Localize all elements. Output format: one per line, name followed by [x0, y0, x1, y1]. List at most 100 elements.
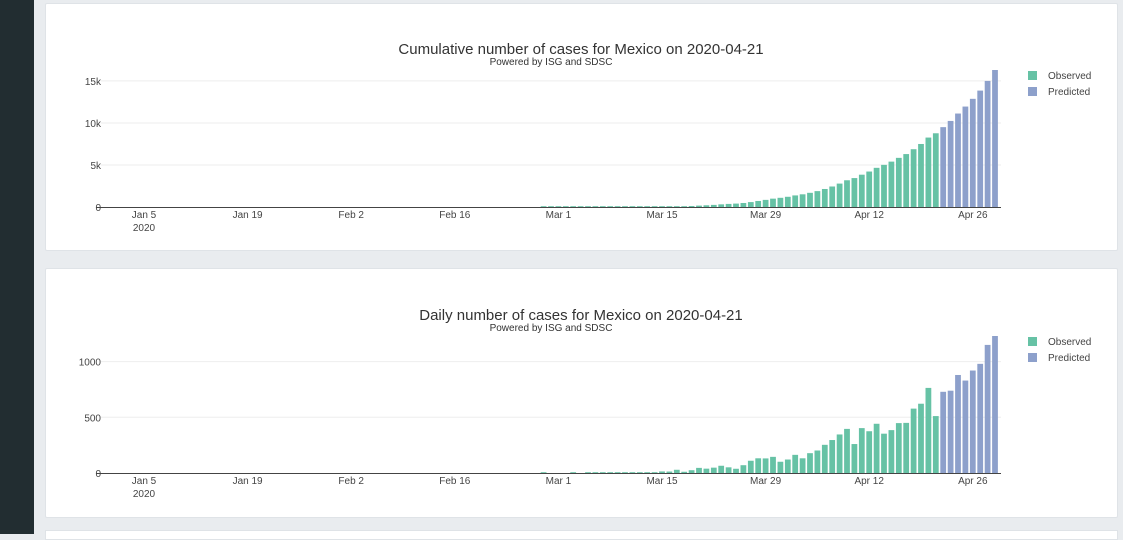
observed-bar[interactable]	[895, 157, 902, 207]
observed-bar[interactable]	[718, 465, 725, 473]
predicted-bar[interactable]	[992, 70, 998, 207]
observed-bar[interactable]	[777, 197, 784, 207]
observed-bar[interactable]	[932, 416, 939, 473]
legend-observed-swatch[interactable]	[1028, 337, 1037, 346]
observed-bar[interactable]	[555, 206, 562, 207]
observed-bar[interactable]	[622, 206, 628, 207]
observed-bar[interactable]	[696, 467, 702, 473]
observed-bar[interactable]	[644, 472, 651, 473]
observed-bar[interactable]	[725, 203, 732, 207]
legend-predicted-swatch[interactable]	[1028, 353, 1037, 362]
observed-bar[interactable]	[873, 167, 880, 207]
legend-observed-swatch[interactable]	[1028, 71, 1037, 80]
observed-bar[interactable]	[821, 188, 828, 207]
predicted-bar[interactable]	[962, 106, 969, 207]
observed-bar[interactable]	[903, 154, 910, 207]
observed-bar[interactable]	[710, 204, 717, 207]
predicted-bar[interactable]	[977, 363, 984, 473]
observed-bar[interactable]	[599, 472, 606, 473]
observed-bar[interactable]	[688, 206, 695, 207]
observed-bar[interactable]	[703, 205, 710, 207]
observed-bar[interactable]	[784, 459, 791, 473]
observed-bar[interactable]	[799, 458, 806, 473]
predicted-bar[interactable]	[955, 374, 961, 473]
observed-bar[interactable]	[614, 206, 621, 207]
observed-bar[interactable]	[585, 206, 591, 207]
observed-bar[interactable]	[777, 461, 784, 473]
observed-bar[interactable]	[836, 183, 843, 207]
observed-bar[interactable]	[659, 206, 665, 207]
predicted-bar[interactable]	[947, 120, 954, 207]
observed-bar[interactable]	[659, 471, 665, 473]
observed-bar[interactable]	[858, 174, 865, 207]
observed-bar[interactable]	[784, 196, 791, 207]
observed-bar[interactable]	[733, 468, 739, 473]
observed-bar[interactable]	[585, 472, 591, 473]
observed-bar[interactable]	[814, 450, 821, 473]
observed-bar[interactable]	[807, 192, 813, 207]
observed-bar[interactable]	[792, 454, 799, 473]
observed-bar[interactable]	[629, 472, 636, 473]
observed-bar[interactable]	[888, 161, 895, 207]
observed-bar[interactable]	[866, 171, 873, 207]
legend-predicted-swatch[interactable]	[1028, 87, 1037, 96]
observed-bar[interactable]	[725, 467, 732, 473]
observed-bar[interactable]	[540, 472, 547, 473]
observed-bar[interactable]	[755, 458, 762, 473]
observed-bar[interactable]	[636, 206, 643, 207]
observed-bar[interactable]	[703, 468, 710, 473]
observed-bar[interactable]	[622, 472, 628, 473]
predicted-bar[interactable]	[984, 344, 991, 473]
observed-bar[interactable]	[925, 387, 932, 473]
observed-bar[interactable]	[570, 206, 577, 207]
legend-observed-label[interactable]: Observed	[1048, 71, 1091, 82]
observed-bar[interactable]	[592, 206, 599, 207]
observed-bar[interactable]	[636, 472, 643, 473]
observed-bar[interactable]	[688, 470, 695, 473]
observed-bar[interactable]	[681, 471, 688, 473]
observed-bar[interactable]	[747, 202, 754, 207]
observed-bar[interactable]	[814, 191, 821, 207]
predicted-bar[interactable]	[940, 127, 947, 207]
observed-bar[interactable]	[844, 428, 850, 473]
observed-bar[interactable]	[851, 178, 858, 207]
observed-bar[interactable]	[696, 205, 702, 207]
predicted-bar[interactable]	[962, 380, 969, 473]
observed-bar[interactable]	[932, 133, 939, 207]
observed-bar[interactable]	[577, 206, 584, 207]
predicted-bar[interactable]	[992, 336, 998, 473]
observed-bar[interactable]	[651, 206, 658, 207]
observed-bar[interactable]	[629, 206, 636, 207]
observed-bar[interactable]	[651, 472, 658, 473]
observed-bar[interactable]	[925, 137, 932, 207]
observed-bar[interactable]	[673, 206, 680, 207]
observed-bar[interactable]	[918, 403, 924, 473]
observed-bar[interactable]	[866, 431, 873, 473]
observed-bar[interactable]	[540, 206, 547, 207]
observed-bar[interactable]	[607, 206, 614, 207]
observed-bar[interactable]	[881, 433, 887, 473]
observed-bar[interactable]	[858, 428, 865, 473]
observed-bar[interactable]	[888, 430, 895, 473]
observed-bar[interactable]	[548, 206, 554, 207]
observed-bar[interactable]	[644, 206, 651, 207]
observed-bar[interactable]	[829, 186, 836, 207]
observed-bar[interactable]	[607, 472, 614, 473]
observed-bar[interactable]	[762, 458, 769, 473]
observed-bar[interactable]	[895, 423, 902, 473]
observed-bar[interactable]	[881, 164, 887, 207]
observed-bar[interactable]	[873, 423, 880, 473]
observed-bar[interactable]	[910, 149, 917, 207]
observed-bar[interactable]	[844, 180, 850, 207]
observed-bar[interactable]	[740, 203, 747, 207]
observed-bar[interactable]	[836, 434, 843, 473]
observed-bar[interactable]	[903, 422, 910, 473]
observed-bar[interactable]	[755, 200, 762, 207]
observed-bar[interactable]	[747, 460, 754, 473]
observed-bar[interactable]	[918, 143, 924, 207]
legend-predicted-label[interactable]: Predicted	[1048, 87, 1090, 98]
observed-bar[interactable]	[762, 199, 769, 207]
observed-bar[interactable]	[681, 206, 688, 207]
observed-bar[interactable]	[570, 472, 577, 473]
observed-bar[interactable]	[829, 440, 836, 473]
